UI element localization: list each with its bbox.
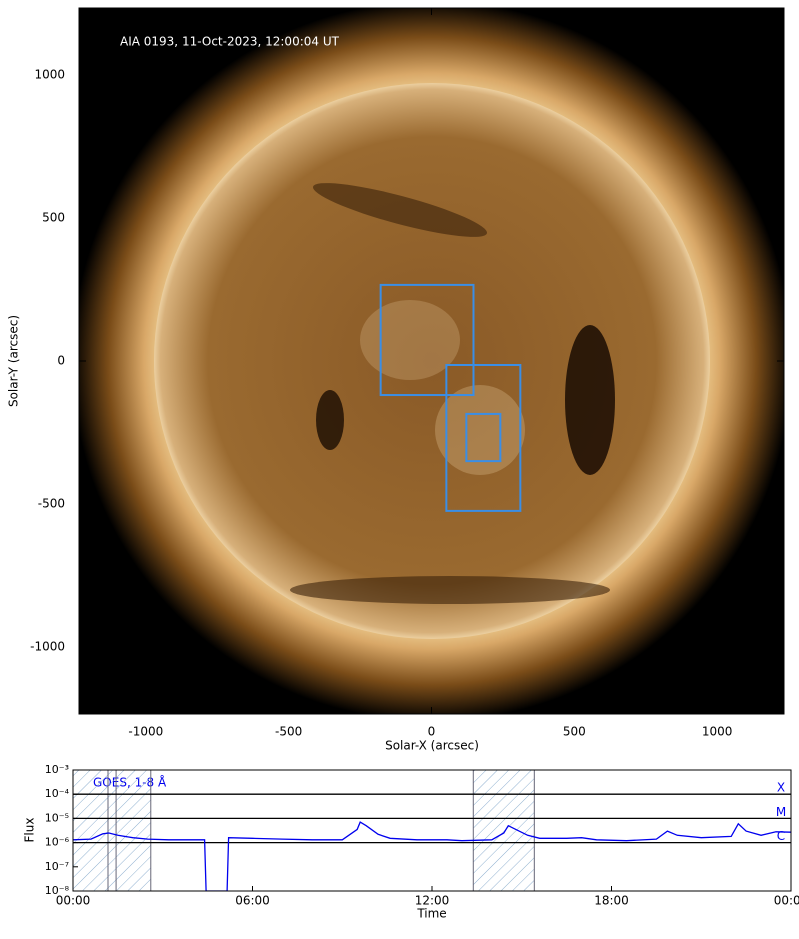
region-box	[379, 283, 475, 397]
y-tick-label: -1000	[30, 640, 65, 654]
y-tick-label: 500	[42, 210, 65, 224]
level-label: X	[777, 781, 785, 795]
y-tick-label: -500	[38, 497, 65, 511]
y-tick-label: 10⁻⁸	[45, 884, 70, 897]
y-axis-label: Solar-Y (arcsec)	[7, 315, 21, 407]
region-box	[465, 412, 502, 463]
x-tick-label: -500	[275, 725, 302, 739]
plot	[73, 770, 791, 891]
flux-line	[73, 821, 791, 891]
x-tick-label: 18:00	[594, 894, 629, 908]
x-axis-label: Time	[416, 907, 446, 921]
x-axis-label: Solar-X (arcsec)	[385, 739, 479, 753]
x-tick-label: 0	[428, 725, 436, 739]
y-axis-label: Flux	[23, 818, 37, 843]
shaded-interval	[472, 770, 535, 891]
x-tick-label: -1000	[128, 725, 163, 739]
x-tick-label: 12:00	[415, 894, 450, 908]
y-tick-label: 10⁻³	[45, 763, 69, 776]
y-tick-label: 0	[57, 354, 65, 368]
x-tick-label: 1000	[702, 725, 733, 739]
x-tick-label: 00:00	[56, 894, 91, 908]
y-tick-label: 10⁻⁷	[45, 860, 69, 873]
x-tick-label: 500	[563, 725, 586, 739]
plot-area	[73, 770, 791, 891]
y-tick-label: 1000	[34, 67, 65, 81]
y-tick-label: 10⁻⁴	[45, 787, 70, 800]
shaded-interval	[73, 770, 152, 891]
x-tick-label: 00:00	[774, 894, 799, 908]
level-label: C	[777, 829, 785, 843]
y-tick-label: 10⁻⁶	[45, 836, 70, 849]
x-tick-label: 06:00	[235, 894, 270, 908]
image-title: AIA 0193, 11-Oct-2023, 12:00:04 UT	[120, 35, 340, 49]
region-box	[445, 364, 522, 512]
level-label: M	[776, 805, 786, 819]
y-tick-label: 10⁻⁵	[45, 811, 69, 824]
sun-image	[79, 8, 784, 714]
